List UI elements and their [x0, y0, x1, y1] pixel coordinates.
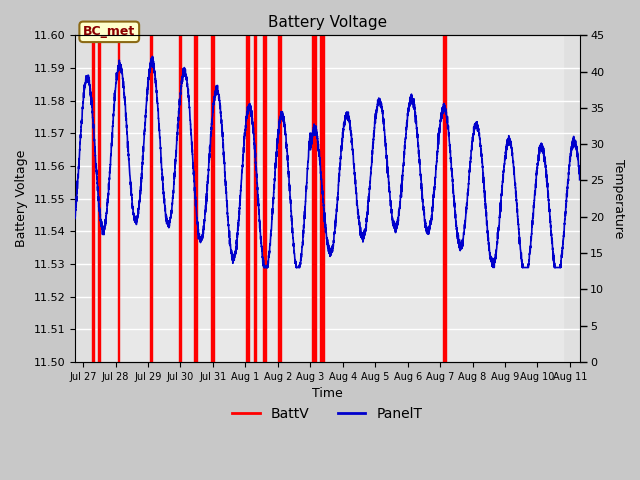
Bar [312, 36, 316, 362]
Bar [263, 36, 266, 362]
Legend: BattV, PanelT: BattV, PanelT [227, 402, 428, 427]
Y-axis label: Temperature: Temperature [612, 159, 625, 238]
Bar [92, 36, 93, 362]
Bar [194, 36, 196, 362]
Y-axis label: Battery Voltage: Battery Voltage [15, 150, 28, 247]
Bar [636, 36, 639, 362]
Bar [278, 36, 281, 362]
Bar [150, 36, 152, 362]
Title: Battery Voltage: Battery Voltage [268, 15, 387, 30]
Bar [118, 36, 120, 362]
Text: BC_met: BC_met [83, 25, 136, 38]
Bar [211, 36, 214, 362]
Bar [98, 36, 100, 362]
X-axis label: Time: Time [312, 387, 342, 400]
Bar [254, 36, 257, 362]
Bar [320, 36, 324, 362]
Bar [179, 36, 182, 362]
Bar [246, 36, 248, 362]
Bar [443, 36, 446, 362]
